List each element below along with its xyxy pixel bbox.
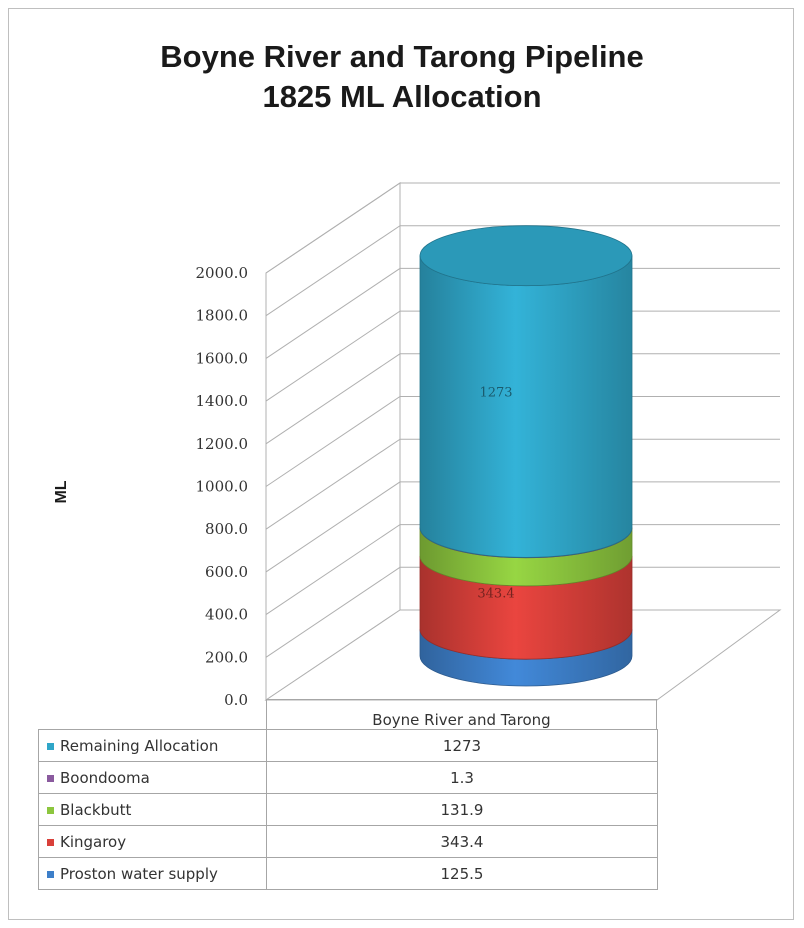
gridline [265,438,780,530]
series-name: Proston water supply [60,864,218,883]
series-name: Kingaroy [60,832,127,851]
legend-key [47,870,54,878]
category-label: Boyne River and Tarong [266,699,657,730]
gridline [265,267,780,359]
stacked-cylinder: 125.5343.4131.91.31273 [419,225,633,687]
gridline [265,182,780,274]
y-tick-label: 400.0 [205,606,248,624]
y-tick-label: 2000.0 [196,264,249,282]
y-tick-label: 200.0 [205,648,248,666]
y-tick-label: 1800.0 [196,307,249,325]
gridline [265,353,780,445]
legend-key [47,838,54,846]
gridline [265,310,780,402]
y-tick-label: 600.0 [205,563,248,581]
gridlines [265,182,780,658]
chart-title: Boyne River and Tarong Pipeline 1825 ML … [9,37,795,117]
y-axis-ticks: 0.0 200.0 400.0 600.0 800.0 1000.0 1200.0 1400.… [196,264,249,709]
data-label: 343.4 [477,587,514,602]
gridline [265,566,780,658]
y-tick-label: 1400.0 [196,392,249,410]
y-tick-label: 1200.0 [196,435,249,453]
legend-key [47,742,54,750]
y-axis-label: ML [53,480,70,503]
table-value: 125.5 [266,857,658,890]
legend-entry: Boondooma [38,761,267,794]
table-row: Blackbutt 131.9 [38,793,658,826]
table-row: Kingaroy 343.4 [38,825,658,858]
table-value: 1.3 [266,761,658,794]
gridline [265,524,780,616]
series-name: Remaining Allocation [60,736,219,755]
table-row: Proston water supply 125.5 [38,857,658,890]
table-row: Remaining Allocation 1273 [38,729,658,762]
legend-entry: Remaining Allocation [38,729,267,762]
table-value: 1273 [266,729,658,762]
y-tick-label: 800.0 [205,520,248,538]
cylinder-segment [419,255,633,558]
legend-key [47,774,54,782]
gridline [265,396,780,487]
series-name: Boondooma [60,768,150,787]
y-tick-label: 1600.0 [196,349,249,367]
y-tick-label: 0.0 [224,691,248,709]
legend-entry: Blackbutt [38,793,267,826]
data-table: Remaining Allocation 1273 Boondooma 1.3 Blac… [38,729,658,890]
table-row: Boondooma 1.3 [38,761,658,794]
gridline [265,225,780,317]
gridline [265,481,780,573]
table-value: 343.4 [266,825,658,858]
y-tick-label: 1000.0 [196,478,249,496]
series-name: Blackbutt [60,800,132,819]
legend-entry: Kingaroy [38,825,267,858]
cylinder-top [419,225,633,287]
table-value: 131.9 [266,793,658,826]
chart-title-line-2: 1825 ML Allocation [262,79,542,114]
legend-key [47,806,54,814]
legend-entry: Proston water supply [38,857,267,890]
chart-title-line-1: Boyne River and Tarong Pipeline [160,39,644,74]
data-label: 1273 [479,386,512,401]
